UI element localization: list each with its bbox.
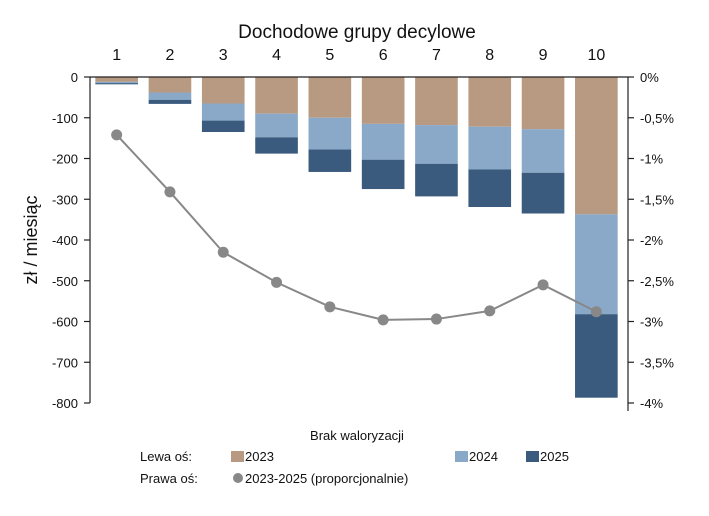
legend-title: Brak waloryzacji — [310, 428, 404, 443]
bar-2023-decile-7 — [415, 77, 458, 126]
bar-2023-decile-8 — [468, 77, 512, 127]
bar-2025-decile-5 — [308, 149, 352, 172]
x-tick-label-10: 10 — [587, 47, 605, 64]
bar-2025-decile-6 — [361, 159, 405, 190]
line-point-decile-3 — [217, 246, 229, 258]
line-point-decile-1 — [111, 129, 123, 141]
legend-swatch-2024 — [455, 451, 468, 462]
x-tick-label-5: 5 — [325, 47, 334, 64]
bar-2024-decile-4 — [255, 113, 298, 138]
legend-entry-2024: 2024 — [469, 449, 498, 464]
line-point-decile-5 — [324, 301, 336, 313]
bar-2023-decile-1 — [95, 77, 138, 82]
left-tick-label: -800 — [52, 396, 78, 411]
bars-group — [95, 77, 618, 398]
left-tick-label: -700 — [52, 355, 78, 370]
bar-2024-decile-2 — [148, 92, 192, 100]
bar-2024-decile-1 — [95, 81, 138, 84]
left-axis-ticks: 0 -100 -200 -300 -400 -500 -600 -700 -800 — [52, 70, 90, 411]
chart-title: Dochodowe grupy decylowe — [238, 22, 476, 43]
x-tick-label-4: 4 — [272, 47, 281, 64]
right-tick-label: -2% — [640, 233, 664, 248]
bar-2025-decile-3 — [201, 120, 245, 133]
right-tick-label: -2,5% — [640, 274, 674, 289]
legend-entry-2023: 2023 — [245, 449, 274, 464]
x-tick-label-8: 8 — [485, 47, 494, 64]
bar-2023-decile-5 — [308, 77, 352, 118]
x-tick-label-3: 3 — [219, 47, 228, 64]
x-tick-label-2: 2 — [165, 47, 174, 64]
line-point-decile-6 — [377, 314, 389, 326]
left-tick-label: -200 — [52, 152, 78, 167]
right-tick-label: -0,5% — [640, 111, 674, 126]
left-tick-label: -400 — [52, 233, 78, 248]
bar-2023-decile-10 — [575, 77, 618, 215]
legend-marker-line — [233, 473, 243, 483]
legend-entry-line: 2023-2025 (proporcjonalnie) — [245, 471, 408, 486]
left-tick-label: -600 — [52, 315, 78, 330]
bar-2025-decile-10 — [575, 314, 618, 398]
line-point-decile-8 — [484, 305, 496, 317]
legend-right-axis-label: Prawa oś: — [140, 471, 198, 486]
bar-2025-decile-8 — [468, 169, 512, 207]
right-tick-label: 0% — [640, 70, 659, 85]
bar-2024-decile-6 — [361, 123, 405, 160]
x-tick-label-9: 9 — [539, 47, 548, 64]
bar-2024-decile-7 — [415, 125, 458, 164]
line-point-decile-9 — [537, 279, 549, 291]
legend: Brak waloryzacji Lewa oś: Prawa oś: 2023… — [140, 428, 569, 486]
legend-swatch-2023 — [231, 451, 244, 462]
bar-2024-decile-5 — [308, 117, 352, 150]
x-tick-label-1: 1 — [112, 47, 121, 64]
x-tick-labels: 1 2 3 4 5 6 7 8 9 10 — [112, 47, 605, 64]
legend-swatch-2025 — [526, 451, 539, 462]
bar-2024-decile-8 — [468, 126, 512, 170]
right-tick-label: -1,5% — [640, 192, 674, 207]
bar-2023-decile-2 — [148, 77, 192, 93]
x-tick-label-7: 7 — [432, 47, 441, 64]
right-tick-label: -1% — [640, 152, 664, 167]
line-point-decile-4 — [271, 276, 283, 288]
bar-2025-decile-1 — [95, 83, 138, 85]
right-tick-label: -3% — [640, 315, 664, 330]
bar-2023-decile-4 — [255, 77, 298, 114]
bar-2024-decile-3 — [201, 103, 245, 121]
line-point-decile-7 — [430, 313, 442, 325]
bar-2023-decile-6 — [361, 77, 405, 124]
line-point-decile-2 — [164, 186, 176, 198]
legend-left-axis-label: Lewa oś: — [140, 449, 192, 464]
y-axis-label: zł / miesiąc — [21, 195, 41, 284]
left-tick-label: -500 — [52, 274, 78, 289]
legend-entry-2025: 2025 — [540, 449, 569, 464]
bar-2024-decile-9 — [521, 129, 565, 173]
bar-2025-decile-4 — [255, 137, 298, 154]
right-axis-ticks: 0% -0,5% -1% -1,5% -2% -2,5% -3% -3,5% -4% — [628, 70, 674, 411]
left-tick-label: -100 — [52, 111, 78, 126]
bar-2025-decile-9 — [521, 172, 565, 214]
left-tick-label: -300 — [52, 192, 78, 207]
right-tick-label: -3,5% — [640, 355, 674, 370]
x-tick-label-6: 6 — [379, 47, 388, 64]
bar-2024-decile-10 — [575, 214, 618, 315]
bar-2023-decile-9 — [521, 77, 565, 130]
right-tick-label: -4% — [640, 396, 664, 411]
bar-2023-decile-3 — [201, 77, 245, 104]
bar-2025-decile-7 — [415, 163, 458, 197]
line-proportional — [115, 134, 597, 321]
line-point-decile-10 — [590, 306, 602, 318]
line-series — [111, 129, 602, 326]
left-tick-label: 0 — [71, 70, 78, 85]
bar-2025-decile-2 — [148, 99, 192, 104]
